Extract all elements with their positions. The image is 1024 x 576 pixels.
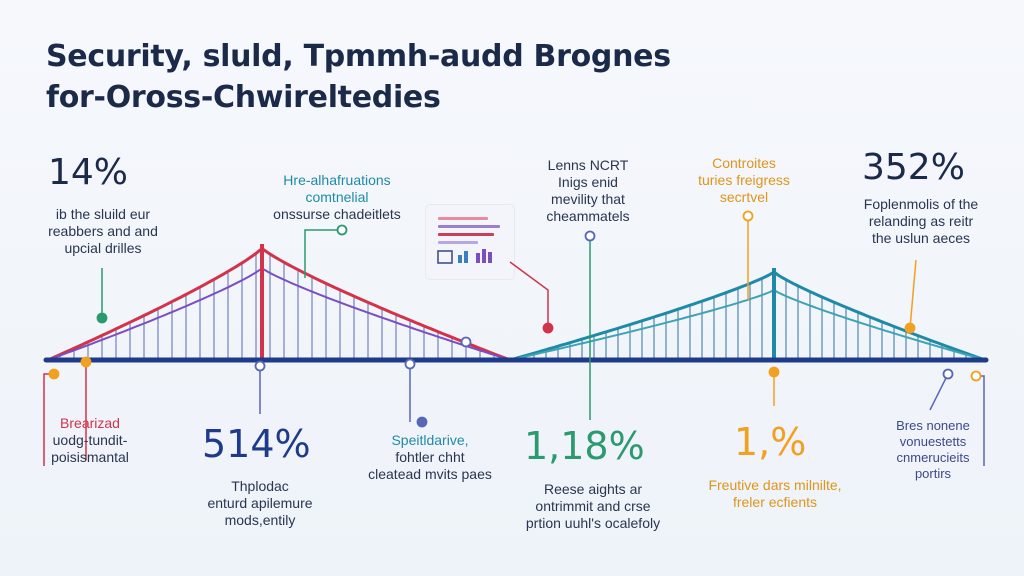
callout-node	[970, 370, 982, 382]
desc-line: turies freigress	[698, 172, 790, 188]
callout-node	[48, 368, 60, 380]
stat-bottom-left: 514%	[202, 422, 311, 466]
desc-line: cleatead mvits paes	[368, 466, 492, 482]
page-title: Security, sluld, Tpmmh-audd Brognes for-…	[46, 36, 671, 118]
desc-line: the uslun aeces	[871, 230, 971, 246]
leader-line	[909, 259, 917, 329]
desc-line: reabbers and and	[48, 223, 158, 239]
desc-line: cheammatels	[546, 208, 630, 224]
desc-line: mods,entily	[224, 512, 296, 528]
callout-node	[336, 224, 348, 236]
desc-bottom-right: Freutive dars milnilte, freler ecfients	[690, 477, 860, 511]
desc-line: Inigs enid	[558, 174, 618, 190]
right-main-cable	[508, 270, 984, 362]
desc-line: uodg-tundit-	[52, 432, 128, 448]
desc-bottom-far-left: Brearizad uodg-tundit- poisismantal	[30, 415, 150, 466]
desc-line: fohtler chht	[395, 449, 465, 465]
callout-node	[904, 322, 916, 334]
desc-line: prtion uuhl's ocalefoly	[525, 515, 661, 531]
desc-line: relanding as reitr	[868, 213, 974, 229]
callout-node	[942, 368, 954, 380]
desc-line: comtnelial	[305, 189, 369, 205]
desc-top-center: Lenns NCRT Inigs enid mevility that chea…	[518, 157, 658, 225]
left-secondary-cable	[47, 268, 509, 361]
mini-chart-card-icon	[426, 205, 514, 279]
left-main-cable	[46, 248, 510, 362]
main-cables	[43, 244, 989, 363]
leader-line	[509, 261, 549, 328]
desc-line: Thplodac	[231, 478, 289, 494]
desc-line: freler ecfients	[732, 494, 818, 510]
stat-top-right: 352%	[862, 147, 965, 188]
leader-lines	[43, 210, 985, 466]
stat-top-left: 14%	[48, 152, 129, 193]
desc-top-center-left: Hre-alhafruations comtnelial onssurse ch…	[262, 172, 412, 223]
desc-line: ib the sluild eur	[55, 206, 151, 222]
desc-line: Bres nonene	[896, 418, 970, 433]
desc-line: poisismantal	[51, 449, 129, 465]
stat-bottom-right: 1,%	[734, 420, 807, 464]
desc-line: cnmerucieits	[896, 450, 970, 465]
desc-bottom-center: Reese aights ar ontrimmit and crse prtio…	[508, 481, 678, 532]
leader-line	[929, 373, 949, 411]
desc-bottom-left: Thplodac enturd apilemure mods,entily	[180, 478, 340, 529]
desc-line: vonuestetts	[899, 434, 967, 449]
desc-bottom-far-right: Bres nonene vonuestetts cnmerucieits por…	[868, 418, 998, 482]
callout-node	[254, 360, 266, 372]
bar-icon	[437, 249, 492, 264]
desc-top-right: Foplenmolis of the relanding as reitr th…	[846, 196, 996, 247]
desc-line: Controites	[712, 155, 776, 171]
callout-node	[96, 312, 108, 324]
callout-node	[404, 358, 416, 370]
stat-bottom-center: 1,18%	[524, 424, 645, 468]
desc-line: portirs	[914, 466, 952, 481]
desc-line: Speitldarive,	[391, 432, 469, 448]
desc-line: Foplenmolis of the	[863, 196, 979, 212]
desc-line: upcial drilles	[64, 240, 142, 256]
callout-node	[460, 336, 472, 348]
title-line-1: Security, sluld, Tpmmh-audd Brognes	[46, 39, 671, 74]
desc-line: Brearizad	[60, 415, 120, 431]
callout-node	[542, 322, 554, 334]
callout-node	[584, 230, 596, 242]
desc-line: secrtvel	[719, 189, 769, 205]
callout-node	[80, 356, 92, 368]
leader-line	[304, 229, 342, 278]
callout-node	[742, 210, 754, 222]
desc-line: onssurse chadeitlets	[273, 206, 401, 222]
desc-top-left: ib the sluild eur reabbers and and upcia…	[28, 206, 178, 257]
desc-line: ontrimmit and crse	[535, 498, 651, 514]
desc-bottom-center-left: Speitldarive, fohtler chht cleatead mvit…	[350, 432, 510, 483]
right-secondary-cable	[509, 288, 983, 361]
callout-node	[768, 366, 780, 378]
desc-line: enturd apilemure	[207, 495, 313, 511]
desc-line: Freutive dars milnilte,	[708, 477, 842, 493]
desc-line: mevility that	[551, 191, 625, 207]
desc-line: Hre-alhafruations	[283, 172, 391, 188]
desc-top-center-right: Controites turies freigress secrtvel	[674, 155, 814, 206]
title-line-2: for-Oross-Chwireltedies	[46, 80, 441, 115]
desc-line: Lenns NCRT	[547, 157, 629, 173]
callout-node	[416, 416, 428, 428]
desc-line: Reese aights ar	[543, 481, 643, 497]
